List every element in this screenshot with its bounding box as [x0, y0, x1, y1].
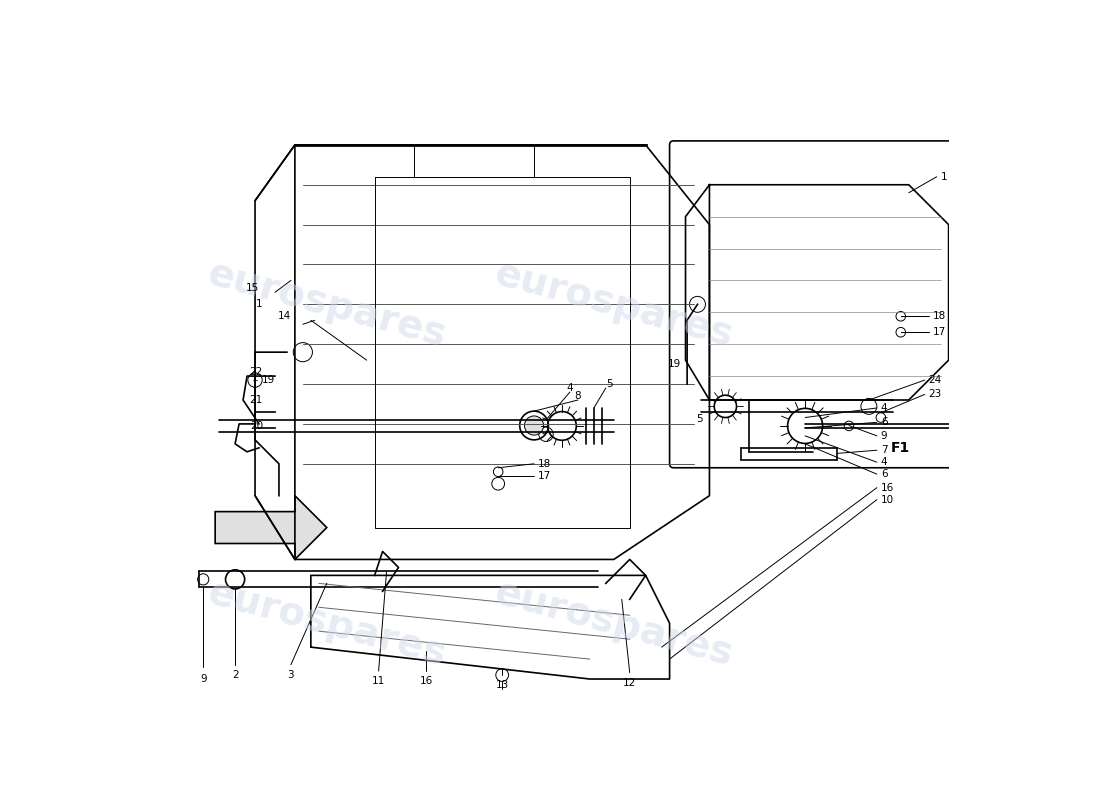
Text: 19: 19 [262, 375, 275, 385]
Circle shape [525, 416, 543, 435]
Text: F1: F1 [891, 441, 911, 455]
Text: 19: 19 [669, 359, 682, 369]
Text: 13: 13 [495, 680, 509, 690]
Text: 11: 11 [372, 676, 385, 686]
Text: 3: 3 [287, 670, 294, 680]
Text: 17: 17 [538, 470, 551, 481]
Text: 16: 16 [881, 482, 894, 493]
Text: 12: 12 [623, 678, 636, 688]
Text: eurospares: eurospares [204, 254, 450, 354]
Text: 14: 14 [277, 311, 290, 322]
Text: 7: 7 [881, 446, 888, 455]
Text: 22: 22 [250, 367, 263, 377]
Polygon shape [216, 496, 327, 559]
Text: 18: 18 [933, 311, 946, 322]
Text: 18: 18 [538, 458, 551, 469]
Text: 5: 5 [606, 379, 613, 389]
Text: 4: 4 [566, 383, 573, 393]
Text: 6: 6 [881, 469, 888, 479]
Text: 10: 10 [881, 494, 894, 505]
Text: 17: 17 [933, 327, 946, 338]
Text: 24: 24 [928, 375, 942, 385]
Text: 21: 21 [250, 395, 263, 405]
Text: 20: 20 [250, 421, 263, 430]
Text: 16: 16 [420, 676, 433, 686]
Text: 8: 8 [574, 391, 581, 401]
Text: 23: 23 [928, 390, 942, 399]
Text: 4: 4 [881, 457, 888, 467]
Text: 1: 1 [940, 172, 947, 182]
Text: eurospares: eurospares [491, 254, 737, 354]
Text: 9: 9 [881, 431, 888, 441]
Text: 9: 9 [200, 674, 207, 684]
Text: eurospares: eurospares [491, 573, 737, 674]
Text: 2: 2 [232, 670, 239, 680]
Text: 4: 4 [881, 403, 888, 413]
Text: 5: 5 [696, 414, 703, 424]
Text: eurospares: eurospares [204, 573, 450, 674]
Circle shape [496, 669, 508, 682]
Text: 15: 15 [245, 283, 258, 294]
Text: 1: 1 [255, 299, 262, 310]
Text: 6: 6 [881, 418, 888, 427]
